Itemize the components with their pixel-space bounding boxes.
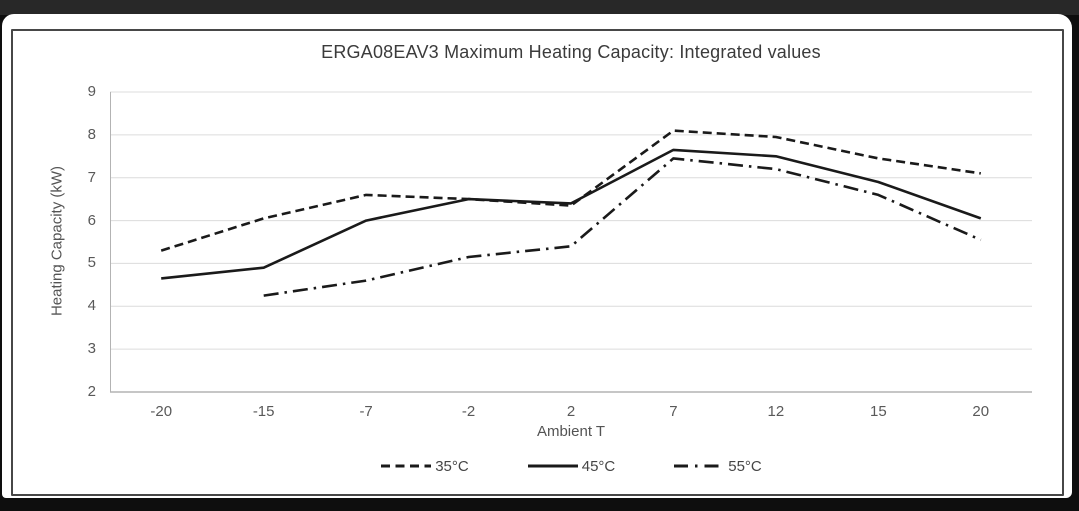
x-tick-label: 2 [566,403,576,420]
x-tick-label: -7 [359,403,373,420]
x-tick-label: 12 [767,403,785,420]
legend-line-sample-solid-icon [527,464,578,468]
chart-legend: 35°C 45°C 55°C [110,453,1032,479]
series-line-55c [263,157,982,297]
y-tick-label: 3 [87,340,96,358]
x-axis-label: Ambient T [536,423,606,440]
x-tick-label: 20 [972,403,990,420]
window-top-bar [0,0,1079,15]
plot-area [110,91,1032,393]
legend-label-45c: 45°C [581,457,616,475]
y-tick-label: 6 [87,211,96,229]
y-tick-label: 2 [87,383,96,400]
legend-item-55c: 55°C [673,458,762,475]
legend-line-sample-dash-dot-icon [674,464,725,468]
legend-label-35c: 35°C [435,457,469,475]
legend-item-35c: 35°C [380,458,469,475]
x-tick-label: 7 [669,403,678,420]
x-tick-label: -15 [252,403,275,420]
series-line-45c [161,148,982,280]
y-tick-label: 7 [87,168,96,186]
y-tick-label: 9 [87,83,96,100]
x-tick-label: -20 [150,403,173,420]
y-axis-label: Heating Capacity (kW) [48,165,66,317]
y-tick-label: 5 [87,254,96,272]
x-tick-label: -2 [461,403,476,420]
legend-line-sample-dashed-icon [381,464,432,468]
series-line-35c [160,129,981,252]
x-tick-label: 15 [869,403,887,420]
chart-title: ERGA08EAV3 Maximum Heating Capacity: Int… [321,42,821,62]
y-tick-label: 8 [87,125,96,143]
legend-item-45c: 45°C [527,457,616,475]
legend-label-55c: 55°C [728,457,762,475]
y-tick-label: 4 [87,297,96,315]
chart-frame-border [11,29,1064,496]
